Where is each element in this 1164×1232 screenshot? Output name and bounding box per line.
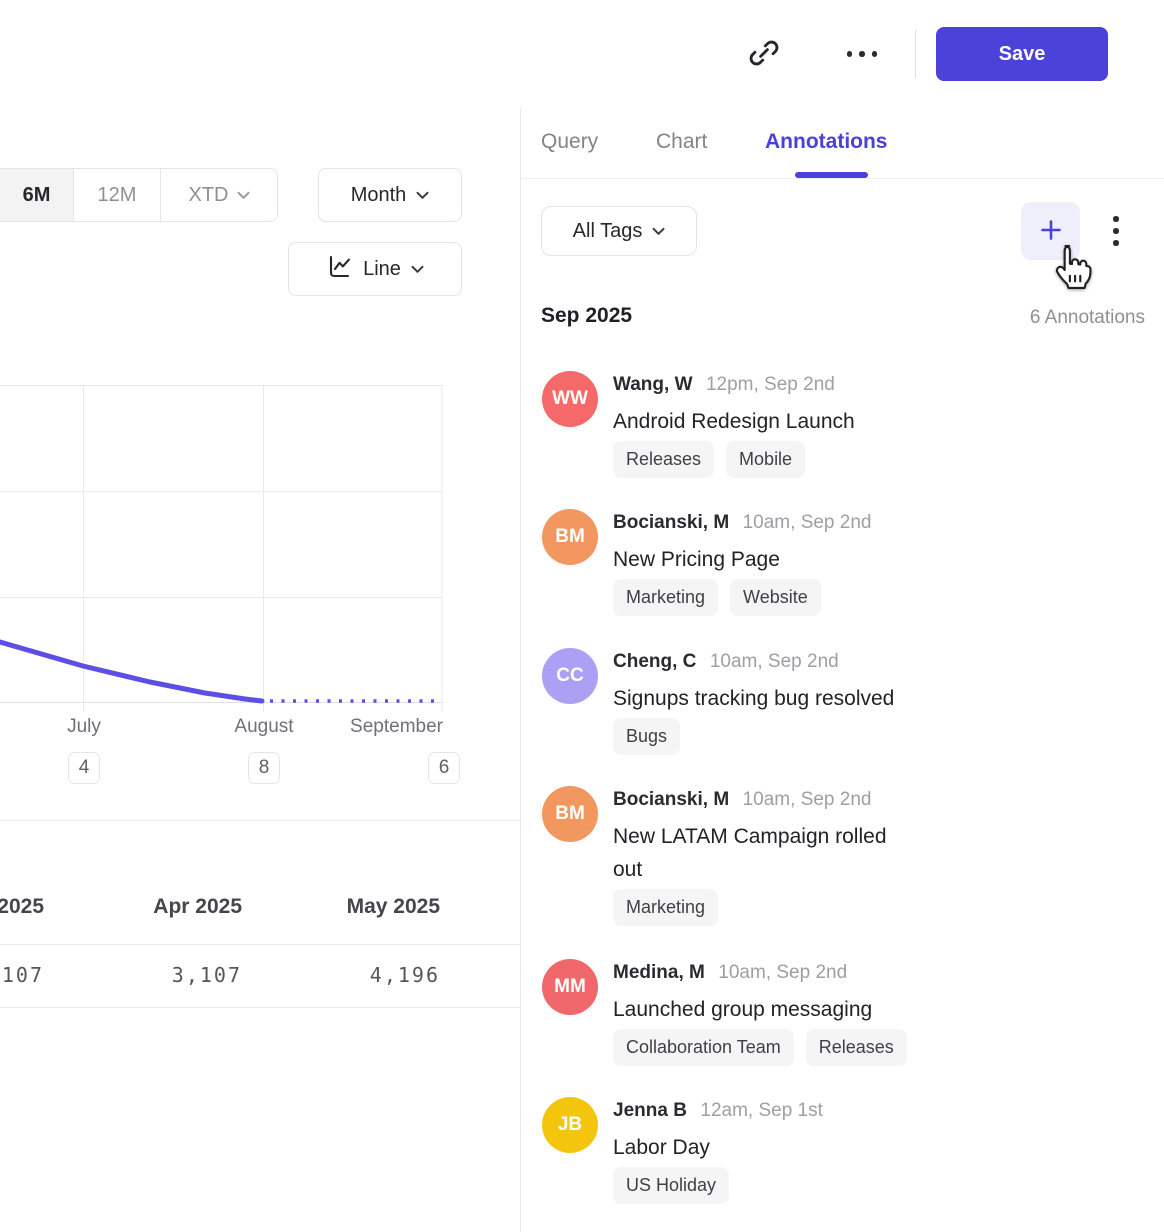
annotation-count-badge[interactable]: 8	[248, 752, 280, 784]
table-value-cell: 4,196	[369, 963, 440, 987]
annotation-tag[interactable]: Releases	[613, 441, 715, 478]
date-range-segmented-control: 6M 12M XTD	[0, 168, 278, 222]
annotation-count-badge[interactable]: 6	[428, 752, 460, 784]
annotations-menu-button[interactable]	[1101, 208, 1131, 254]
annotation-tag[interactable]: Marketing	[613, 579, 719, 616]
tag-filter-dropdown[interactable]: All Tags	[541, 206, 697, 256]
table-border	[0, 944, 520, 945]
annotation-author: Jenna B	[613, 1100, 687, 1121]
annotation-tag[interactable]: Releases	[805, 1029, 907, 1066]
table-header-cell: 2025	[0, 895, 44, 918]
annotation-title[interactable]: Labor Day	[613, 1136, 710, 1159]
annotations-panel: Query Chart Annotations All Tags Sep 202…	[521, 108, 1164, 1232]
annotation-timestamp: 12am, Sep 1st	[700, 1100, 823, 1121]
copy-link-button[interactable]	[746, 36, 782, 72]
annotation-timestamp: 12pm, Sep 2nd	[705, 374, 835, 395]
plus-icon	[1038, 217, 1064, 246]
chart-panel: 6M 12M XTD Month Line	[0, 108, 521, 1232]
x-axis-label: September	[350, 716, 443, 737]
annotation-timestamp: 10am, Sep 2nd	[709, 651, 839, 672]
tab-chart[interactable]: Chart	[656, 130, 708, 153]
annotation-author: Cheng, C	[613, 651, 697, 672]
chevron-down-icon	[237, 191, 249, 199]
line-chart-icon	[326, 253, 353, 286]
annotations-count: 6 Annotations	[1029, 307, 1145, 328]
avatar: BM	[542, 786, 598, 842]
x-axis-label: July	[67, 716, 101, 737]
annotation-tag[interactable]: Collaboration Team	[613, 1029, 794, 1066]
avatar: CC	[542, 648, 598, 704]
annotation-title[interactable]: Android Redesign Launch	[613, 410, 855, 433]
annotation-title[interactable]: Launched group messaging	[613, 998, 873, 1021]
link-icon	[747, 40, 781, 73]
annotation-tag[interactable]: US Holiday	[613, 1167, 730, 1204]
annotation-tag[interactable]: Bugs	[613, 718, 681, 755]
chevron-down-icon	[411, 265, 424, 273]
annotation-title[interactable]: Signups tracking bug resolved	[613, 687, 895, 710]
range-option-12m[interactable]: 12M	[73, 169, 160, 221]
x-axis-label: August	[234, 716, 294, 737]
add-annotation-button[interactable]	[1021, 202, 1080, 260]
avatar: MM	[542, 959, 598, 1015]
annotation-tag[interactable]: Marketing	[613, 889, 719, 926]
range-option-6m[interactable]: 6M	[0, 169, 73, 221]
annotation-tag[interactable]: Website	[730, 579, 821, 616]
kebab-icon	[1113, 216, 1119, 246]
avatar: JB	[542, 1097, 598, 1153]
series-actual	[0, 639, 265, 704]
granularity-dropdown[interactable]: Month	[318, 168, 462, 222]
annotation-title[interactable]: New Pricing Page	[613, 548, 780, 571]
annotation-timestamp: 10am, Sep 2nd	[718, 962, 848, 983]
table-value-cell: 3,107	[171, 963, 242, 987]
more-menu-button[interactable]	[840, 40, 884, 68]
table-header-cell: May 2025	[346, 895, 440, 918]
save-button[interactable]: Save	[936, 27, 1108, 81]
annotation-count-badge[interactable]: 4	[68, 752, 100, 784]
table-border	[0, 820, 520, 821]
annotation-author: Bocianski, M	[613, 789, 730, 810]
annotation-author: Bocianski, M	[613, 512, 730, 533]
topbar-divider	[915, 30, 916, 78]
line-chart[interactable]	[0, 385, 443, 717]
tab-annotations[interactable]: Annotations	[765, 130, 888, 153]
more-horizontal-icon	[846, 51, 878, 57]
annotation-author: Medina, M	[613, 962, 705, 983]
topbar: Save	[0, 0, 1164, 108]
table-border	[0, 1007, 520, 1008]
annotation-title[interactable]: New LATAM Campaign rolled out	[613, 825, 887, 881]
chart-type-dropdown[interactable]: Line	[288, 242, 462, 296]
annotation-timestamp: 10am, Sep 2nd	[742, 789, 872, 810]
chevron-down-icon	[416, 191, 429, 199]
chart-gridlines	[0, 385, 443, 712]
annotation-author: Wang, W	[613, 374, 693, 395]
tab-query[interactable]: Query	[541, 130, 599, 153]
table-header-cell: Apr 2025	[153, 895, 242, 918]
annotation-timestamp: 10am, Sep 2nd	[742, 512, 872, 533]
active-tab-indicator	[795, 172, 868, 178]
month-group-heading: Sep 2025	[541, 304, 633, 327]
tabs-divider	[521, 178, 1164, 179]
annotation-tag[interactable]: Mobile	[726, 441, 806, 478]
range-option-xtd[interactable]: XTD	[160, 169, 277, 221]
table-value-cell: 107	[1, 963, 44, 987]
avatar: BM	[542, 509, 598, 565]
chevron-down-icon	[652, 227, 665, 235]
avatar: WW	[542, 371, 598, 427]
